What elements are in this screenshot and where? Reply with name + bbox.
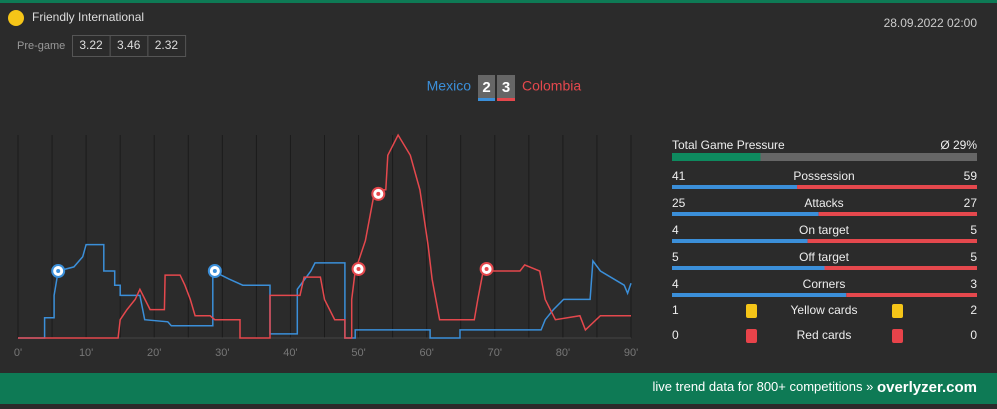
home-team: Mexico <box>427 78 472 94</box>
pressure-track <box>672 153 977 161</box>
pressure-label: Total Game Pressure <box>672 138 785 152</box>
stat-home: 41 <box>672 169 686 183</box>
goal-marker-center <box>212 269 217 274</box>
goal-marker-center <box>356 266 361 271</box>
card-icon <box>892 304 903 318</box>
odds-box <box>147 35 187 57</box>
stat-away: 5 <box>970 250 977 264</box>
away-score-underline <box>497 98 515 101</box>
stat-bar-away <box>818 212 977 216</box>
x-tick-label: 20' <box>147 347 161 359</box>
x-tick-label: 60' <box>419 347 433 359</box>
pressure-bar <box>672 153 761 161</box>
card-icon <box>746 329 757 343</box>
competition-icon <box>8 10 24 26</box>
trend-line <box>18 243 632 339</box>
away-score-box <box>497 75 515 99</box>
card-home: 0 <box>672 328 679 342</box>
stat-label: Possession <box>793 169 854 183</box>
card-icon <box>892 329 903 343</box>
top-border <box>0 0 997 3</box>
stat-label: Attacks <box>804 196 843 210</box>
stat-label: Off target <box>799 250 849 264</box>
stat-home: 5 <box>672 250 679 264</box>
card-icon <box>746 304 757 318</box>
stat-away: 3 <box>970 277 977 291</box>
home-score-underline <box>478 98 495 101</box>
x-tick-label: 40' <box>283 347 297 359</box>
home-score: 2 <box>482 79 490 96</box>
goal-marker-center <box>484 266 489 271</box>
competition: Friendly International <box>32 10 144 24</box>
stat-away: 5 <box>970 223 977 237</box>
stat-home: 4 <box>672 277 679 291</box>
home-score-box <box>478 75 495 99</box>
stat-away: 59 <box>964 169 978 183</box>
x-tick-label: 0' <box>14 347 22 359</box>
stat-bar-away <box>807 239 977 243</box>
pregame-label: Pre-game <box>17 40 65 52</box>
stat-home: 25 <box>672 196 686 210</box>
x-tick-label: 50' <box>351 347 365 359</box>
card-home: 1 <box>672 303 679 317</box>
away-team: Colombia <box>522 78 581 94</box>
x-tick-label: 90' <box>624 347 638 359</box>
card-label: Red cards <box>797 328 852 342</box>
stat-home: 4 <box>672 223 679 237</box>
stat-bar-away <box>846 293 977 297</box>
stat-label: Corners <box>803 277 846 291</box>
stat-bar-home <box>672 239 808 243</box>
stat-bar-home <box>672 212 819 216</box>
stat-bar-away <box>797 185 977 189</box>
pressure-value: Ø 29% <box>940 138 977 152</box>
x-tick-label: 80' <box>556 347 570 359</box>
x-tick-label: 30' <box>215 347 229 359</box>
goal-marker-center <box>56 269 61 274</box>
x-tick-label: 70' <box>488 347 502 359</box>
footer-text: live trend data for 800+ competitions » <box>653 379 874 394</box>
stat-bar-home <box>672 266 825 270</box>
card-label: Yellow cards <box>791 303 858 317</box>
stat-away: 27 <box>964 196 978 210</box>
stat-bar-away <box>824 266 977 270</box>
odds-value: 2.32 <box>155 38 179 52</box>
away-score: 3 <box>502 79 510 96</box>
x-tick-label: 10' <box>79 347 93 359</box>
stat-bar-home <box>672 293 847 297</box>
footer[interactable]: live trend data for 800+ competitions » … <box>653 379 977 396</box>
card-away: 2 <box>970 303 977 317</box>
datetime: 28.09.2022 02:00 <box>884 16 978 30</box>
trend-line <box>18 133 631 339</box>
stat-bar-home <box>672 185 798 189</box>
stat-label: On target <box>799 223 850 237</box>
odds-value: 3.46 <box>117 38 141 52</box>
goal-marker-center <box>376 191 381 196</box>
footer-brand[interactable]: overlyzer.com <box>877 379 977 396</box>
odds-value: 3.22 <box>79 38 103 52</box>
card-away: 0 <box>970 328 977 342</box>
footer-band <box>0 373 997 404</box>
